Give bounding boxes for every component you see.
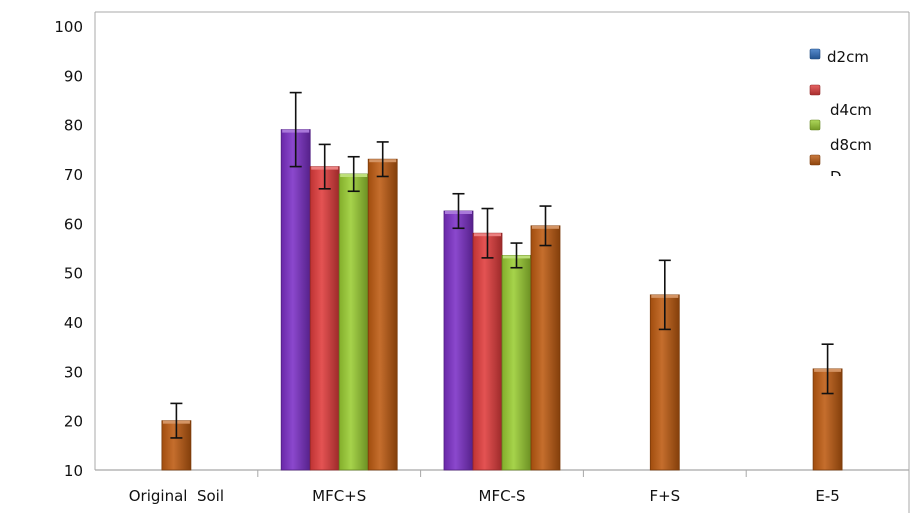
error-bars [170,91,834,439]
bar [443,210,474,471]
bar [280,129,311,471]
legend-swatch [809,84,821,96]
legend-label: d8cm [830,136,872,154]
bars [161,129,843,471]
x-category-label: Original Soil [129,487,224,505]
legend-label: d2cm [827,48,869,66]
bar [309,166,340,471]
y-tick-label: 90 [64,67,83,85]
y-tick-label: 30 [64,363,83,381]
bar [472,232,503,471]
y-tick-label: 20 [64,413,83,431]
x-category-label: MFC+S [312,487,366,505]
y-tick-label: 10 [64,462,83,480]
legend: d2cm d4cm d8cm D [809,48,872,186]
x-category-label: E-5 [815,487,839,505]
legend-swatch [809,48,821,60]
legend-swatch [809,119,821,131]
legend-swatch [809,154,821,166]
y-tick-label: 60 [64,215,83,233]
x-category-label: F+S [649,487,680,505]
y-tick-label: 80 [64,117,83,135]
legend-label: D [830,168,842,186]
legend-label: d4cm [830,101,872,119]
y-tick-label: 70 [64,166,83,184]
x-category-labels: Original Soil MFC+S MFC-S F+S E-5 [129,470,840,505]
bar [338,173,369,471]
bar [367,158,398,471]
bar [501,254,532,471]
y-tick-label: 50 [64,265,83,283]
y-tick-label: 100 [54,18,83,36]
y-tick-labels: 10 20 30 40 50 60 70 80 90 100 [54,18,83,480]
x-category-label: MFC-S [479,487,526,505]
y-tick-label: 40 [64,314,83,332]
bar [530,225,561,471]
